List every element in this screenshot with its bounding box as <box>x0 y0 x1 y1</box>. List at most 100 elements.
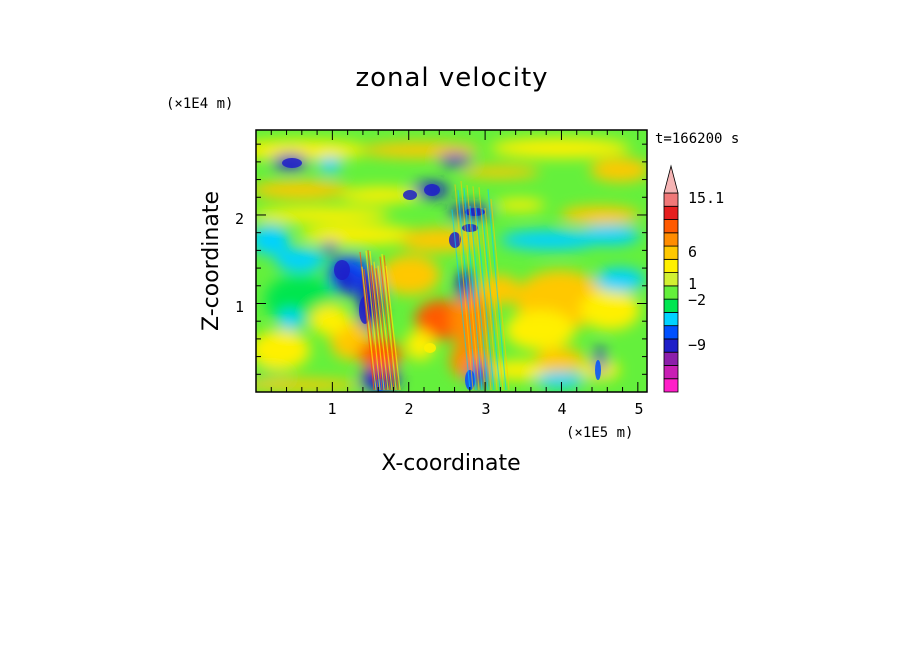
x-axis-label: X-coordinate <box>381 451 520 476</box>
field-feature <box>462 224 478 232</box>
field-streak <box>381 253 397 391</box>
axis-ticks <box>256 130 647 392</box>
colorbar-segment <box>663 311 679 327</box>
y-unit-label: (×1E4 m) <box>166 96 233 112</box>
field-streak <box>472 186 492 391</box>
colorbar-extend-arrow <box>663 164 679 194</box>
x-tick-label: 4 <box>557 400 566 418</box>
colorbar-segment <box>663 205 679 220</box>
field-streak <box>365 250 381 391</box>
colorbar-segment <box>663 365 679 380</box>
field-region <box>380 255 440 295</box>
colorbar-segment <box>663 298 679 313</box>
colorbar-segment <box>663 219 679 234</box>
field-feature <box>424 184 440 196</box>
colorbar-segment <box>663 325 679 340</box>
field-streak <box>463 187 483 391</box>
y-axis-label: Z-coordinate <box>199 191 224 331</box>
field-region <box>490 138 630 158</box>
field-blobs <box>256 138 647 392</box>
x-tick-label: 2 <box>404 400 413 418</box>
field-region <box>535 348 585 372</box>
field-region <box>318 157 342 173</box>
field-region <box>300 225 420 245</box>
colorbar-label: −9 <box>688 336 706 354</box>
field-streak <box>478 187 498 391</box>
field-region <box>580 290 640 330</box>
field-region <box>360 142 480 158</box>
field-region <box>495 199 545 211</box>
colorbar-segment <box>663 258 679 274</box>
field-streak <box>469 205 489 391</box>
x-tick-label: 3 <box>481 400 490 418</box>
colorbar-segment <box>663 378 679 393</box>
field-region <box>595 268 645 292</box>
field-region <box>439 154 471 166</box>
colorbar-segment <box>663 338 679 353</box>
field-streak <box>466 184 486 391</box>
field-feature <box>334 260 350 280</box>
field-feature <box>595 360 601 380</box>
field-feature <box>282 158 302 168</box>
colorbar-label: −2 <box>688 291 706 309</box>
field-region <box>256 207 390 223</box>
field-streak <box>475 207 495 391</box>
field-region <box>590 158 647 182</box>
time-label: t=166200 s <box>655 131 739 147</box>
field-region <box>505 310 575 350</box>
colorbar-segment <box>663 232 679 247</box>
field-region <box>460 166 540 178</box>
field-streak <box>363 268 379 391</box>
colorbar-label: 15.1 <box>688 189 724 207</box>
x-tick-label: 1 <box>327 400 336 418</box>
chart-title: zonal velocity <box>355 63 548 93</box>
field-region <box>278 310 302 330</box>
x-tick-label: 5 <box>634 400 643 418</box>
field-region <box>560 206 640 224</box>
field-streak <box>451 209 471 391</box>
field-streak <box>460 180 480 391</box>
field-region <box>535 372 585 388</box>
field-feature <box>403 190 417 200</box>
colorbar-label: 6 <box>688 243 697 261</box>
field-streak <box>377 265 393 391</box>
y-tick-label: 1 <box>235 298 244 316</box>
colorbar-label: 1 <box>688 275 697 293</box>
field-streak <box>373 261 389 391</box>
plot-frame <box>255 129 648 393</box>
field-streak <box>490 198 510 391</box>
field-streak <box>457 190 477 391</box>
field-streak <box>367 250 383 391</box>
field-region <box>322 242 338 254</box>
field-region <box>256 181 350 199</box>
field-region <box>340 187 420 203</box>
field-streak <box>379 256 395 391</box>
colorbar-segment <box>663 351 679 366</box>
y-tick-label: 2 <box>235 210 244 228</box>
x-unit-label: (×1E5 m) <box>566 425 633 441</box>
field-region <box>500 230 600 250</box>
field-streak <box>383 255 399 391</box>
field-streak <box>385 265 401 391</box>
field-streak <box>361 266 377 391</box>
field-streak <box>369 250 385 391</box>
field-streak <box>454 184 474 391</box>
field-region <box>310 305 350 335</box>
field-streak <box>481 207 501 391</box>
field-streak <box>484 208 504 391</box>
field-region <box>580 225 640 245</box>
field-region <box>256 379 360 391</box>
field-streak <box>487 189 507 391</box>
field-region <box>256 330 310 370</box>
colorbar-segment <box>663 272 679 287</box>
colorbar-segment <box>663 245 679 260</box>
field-streak <box>359 251 375 391</box>
contour-field <box>256 130 647 392</box>
colorbar-segment <box>663 192 679 207</box>
field-region <box>275 248 325 272</box>
field-region <box>256 225 290 255</box>
colorbar-segment <box>663 285 679 300</box>
field-streak <box>371 265 387 391</box>
colorbar <box>663 164 679 393</box>
